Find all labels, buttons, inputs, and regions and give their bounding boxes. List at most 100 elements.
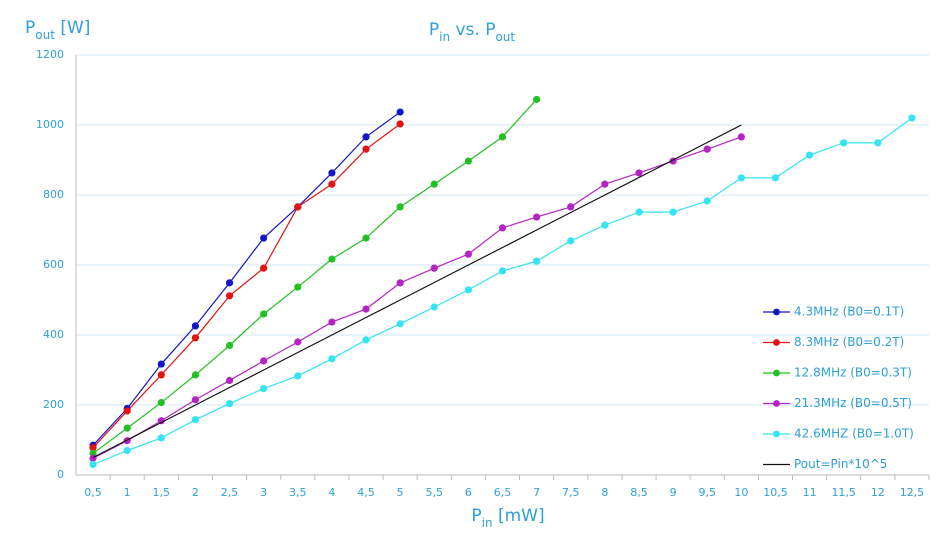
x-tick-label: 4: [328, 486, 335, 499]
point: [430, 180, 438, 188]
y-tick-label: 400: [43, 328, 64, 341]
chart-title-part: P: [429, 20, 439, 40]
point: [123, 424, 131, 432]
y-axis-label-part: [W]: [55, 18, 90, 38]
x-tick-label: 10,5: [763, 486, 788, 499]
point: [703, 197, 711, 205]
x-tick-label: 6,5: [494, 486, 512, 499]
point: [157, 371, 165, 379]
point: [294, 372, 302, 380]
x-tick-label: 9: [670, 486, 677, 499]
y-tick-label: 600: [43, 258, 64, 271]
point: [635, 208, 643, 216]
point: [328, 180, 336, 188]
point: [498, 267, 507, 275]
point: [396, 120, 404, 128]
x-tick-label: 11: [803, 486, 817, 499]
y-axis-label-part: P: [25, 18, 35, 38]
point: [362, 145, 370, 153]
point: [328, 255, 336, 263]
point: [635, 169, 643, 177]
point: [260, 310, 268, 318]
x-tick-label: 8: [601, 486, 608, 499]
point: [533, 257, 541, 265]
series-line: [92, 124, 742, 459]
x-tick-label: 2: [192, 486, 199, 499]
legend-label: 42.6MHZ (B0=1.0T): [794, 427, 914, 441]
y-tick-label: 200: [43, 398, 64, 411]
legend-label: Pout=Pin*10^5: [794, 457, 887, 471]
y-tick-label: 1200: [36, 48, 64, 61]
point: [294, 203, 302, 211]
legend-marker: [773, 308, 780, 316]
point: [191, 322, 200, 330]
point: [260, 234, 268, 242]
x-tick-label: 1: [124, 486, 131, 499]
point: [908, 114, 916, 122]
x-axis-label-part: in: [482, 516, 493, 530]
series-line: [92, 136, 742, 459]
point: [294, 338, 302, 346]
y-tick-label: 1000: [36, 118, 64, 131]
x-tick-label: 11,5: [831, 486, 856, 499]
point: [430, 303, 438, 311]
point: [328, 355, 336, 363]
point: [191, 416, 200, 424]
point: [362, 234, 370, 242]
x-tick-label: 12: [871, 486, 885, 499]
point: [533, 213, 541, 221]
x-tick-label: 9,5: [698, 486, 716, 499]
point: [191, 371, 200, 379]
point: [567, 203, 575, 211]
x-tick-label: 7,5: [562, 486, 580, 499]
point: [396, 279, 404, 287]
point: [191, 334, 200, 342]
point: [225, 341, 234, 350]
point: [328, 169, 336, 177]
point: [771, 174, 780, 182]
x-tick-label: 2,5: [221, 486, 239, 499]
point: [601, 221, 609, 229]
point: [396, 320, 404, 328]
point: [874, 139, 882, 147]
point: [464, 157, 472, 165]
legend-marker: [773, 339, 780, 346]
point: [362, 305, 370, 313]
point: [498, 224, 507, 232]
chart-title-part: vs. P: [450, 20, 495, 40]
series-line: [92, 99, 538, 454]
point: [567, 237, 575, 245]
point: [533, 95, 541, 104]
chart-title: Pin vs. Pout: [429, 20, 516, 44]
point: [157, 360, 165, 368]
y-tick-label: 800: [43, 188, 64, 201]
legend-marker: [773, 369, 780, 377]
x-tick-label: 4,5: [357, 486, 375, 499]
point: [840, 139, 848, 147]
x-axis-label: Pin [mW]: [471, 506, 544, 530]
point: [225, 292, 234, 300]
x-axis-label-part: [mW]: [493, 506, 545, 526]
x-tick-label: 5,5: [426, 486, 444, 499]
point: [157, 398, 165, 407]
point: [260, 264, 268, 272]
x-tick-label: 7: [533, 486, 540, 499]
x-tick-label: 1,5: [153, 486, 171, 499]
x-tick-label: 5: [397, 486, 404, 499]
point: [464, 286, 472, 294]
legend-marker: [773, 400, 780, 407]
point: [737, 174, 745, 182]
series-line: [92, 123, 401, 449]
point: [89, 460, 97, 469]
point: [464, 250, 472, 258]
y-axis-label-part: out: [35, 28, 55, 42]
x-tick-label: 3,5: [289, 486, 307, 499]
legend-label: 12.8MHz (B0=0.3T): [794, 366, 912, 380]
point: [396, 203, 404, 211]
y-axis-label: Pout [W]: [25, 18, 90, 42]
point: [294, 283, 302, 291]
x-tick-label: 3: [260, 486, 267, 499]
point: [362, 133, 370, 141]
point: [191, 396, 200, 404]
